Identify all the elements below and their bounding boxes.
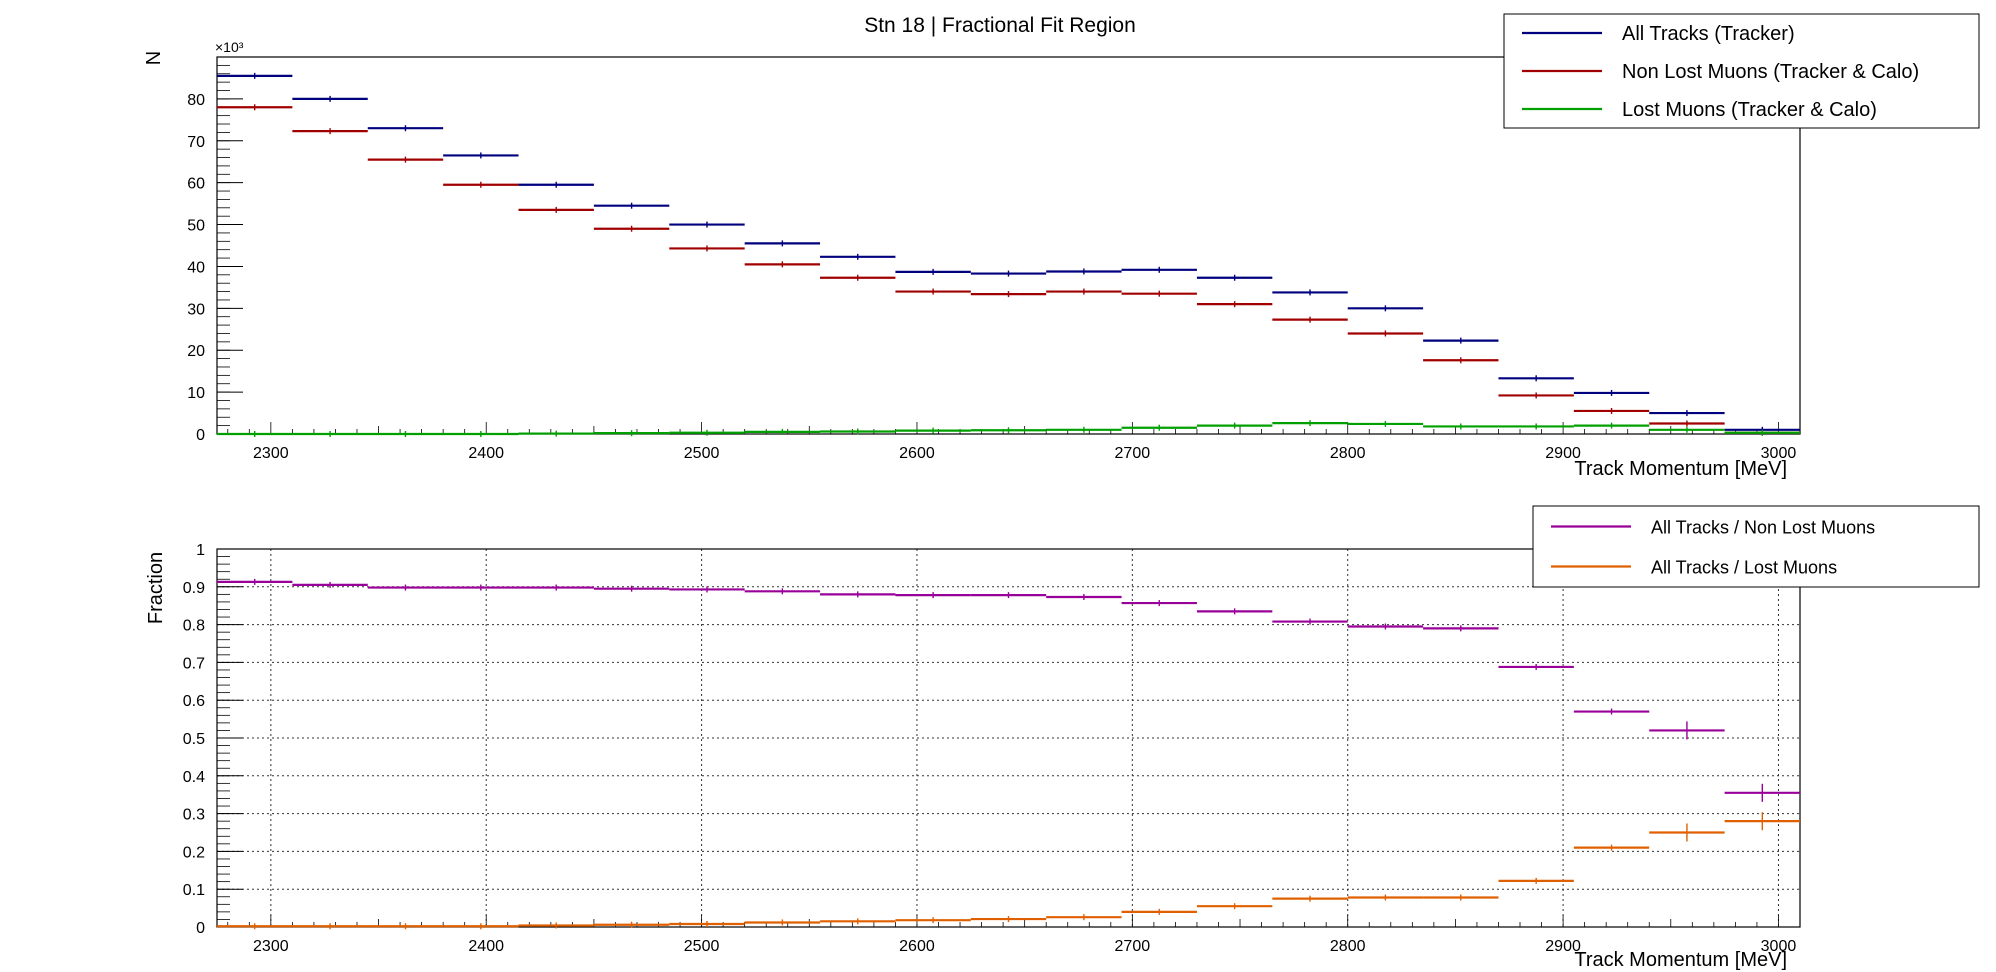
bottom-x-tick-label: 2900 xyxy=(1545,938,1581,955)
top-x-tick-label: 2400 xyxy=(468,445,504,462)
top-plot-frame xyxy=(216,56,1801,435)
bottom-y-tick-label: 0.4 xyxy=(183,769,205,786)
bottom-y-axis-label: Fraction xyxy=(145,552,167,624)
top-y-tick-label: 10 xyxy=(187,385,205,402)
bottom-series-1 xyxy=(217,812,1800,930)
top-legend-label: Lost Muons (Tracker & Calo) xyxy=(1622,99,1877,121)
top-legend-label: Non Lost Muons (Tracker & Calo) xyxy=(1622,61,1919,83)
top-x-tick-label: 3000 xyxy=(1761,445,1797,462)
bottom-legend: All Tracks / Non Lost Muons All Tracks / … xyxy=(1532,505,1980,588)
bottom-series-0 xyxy=(217,578,1800,802)
bottom-y-tick-label: 0.1 xyxy=(183,882,205,899)
bottom-plot-area: 0 0.1 0.2 0.3 0.4 0.5 0.6 0.7 0.8 0.9 1 2300 2400 250… xyxy=(183,505,1980,955)
top-series-1 xyxy=(217,104,1800,436)
bottom-x-axis-label: Track Momentum [MeV] xyxy=(1574,949,1787,971)
top-legend-label: All Tracks (Tracker) xyxy=(1622,23,1795,45)
bottom-y-tick-label: 1 xyxy=(196,542,205,559)
bottom-y-tick-label: 0.3 xyxy=(183,807,205,824)
bottom-x-tick-label: 2300 xyxy=(253,938,289,955)
bottom-x-tick-label: 2400 xyxy=(468,938,504,955)
top-y-axis-label: N xyxy=(143,51,165,65)
top-x-tick-label: 2700 xyxy=(1115,445,1151,462)
top-x-tick-label: 2500 xyxy=(684,445,720,462)
top-y-tick-label: 30 xyxy=(187,301,205,318)
bottom-y-tick-label: 0.7 xyxy=(183,655,205,672)
top-legend: All Tracks (Tracker) Non Lost Muons (Trac… xyxy=(1503,13,1980,129)
top-x-tick-label: 2600 xyxy=(899,445,935,462)
bottom-legend-box xyxy=(1532,505,1980,588)
top-y-multiplier: ×10³ xyxy=(215,39,244,55)
top-chart-title: Stn 18 | Fractional Fit Region xyxy=(864,14,1136,37)
top-y-tick-label: 20 xyxy=(187,343,205,360)
top-y-tick-label: 50 xyxy=(187,218,205,235)
top-y-tick-label: 40 xyxy=(187,259,205,276)
bottom-x-tick-label: 2500 xyxy=(684,938,720,955)
bottom-y-tick-label: 0.2 xyxy=(183,844,205,861)
bottom-y-tick-label: 0 xyxy=(196,920,205,937)
bottom-y-tick-label: 0.9 xyxy=(183,580,205,597)
bottom-x-tick-label: 2800 xyxy=(1330,938,1366,955)
top-plot-area: 0 10 20 30 40 50 60 70 80 2300 2400 2500 2600 2700 280… xyxy=(187,13,1980,462)
bottom-legend-label: All Tracks / Non Lost Muons xyxy=(1651,518,1875,538)
bottom-x-tick-label: 3000 xyxy=(1761,938,1797,955)
top-x-tick-label: 2900 xyxy=(1545,445,1581,462)
bottom-y-tick-label: 0.8 xyxy=(183,618,205,635)
bottom-x-tick-label: 2600 xyxy=(899,938,935,955)
top-y-tick-label: 70 xyxy=(187,134,205,151)
top-series-2 xyxy=(217,420,1800,437)
bottom-y-tick-label: 0.6 xyxy=(183,693,205,710)
top-y-tick-label: 60 xyxy=(187,176,205,193)
top-y-tick-label: 80 xyxy=(187,92,205,109)
top-y-tick-label: 0 xyxy=(196,427,205,444)
top-x-tick-label: 2300 xyxy=(253,445,289,462)
top-x-axis-label: Track Momentum [MeV] xyxy=(1574,458,1787,480)
bottom-y-tick-label: 0.5 xyxy=(183,731,205,748)
bottom-legend-label: All Tracks / Lost Muons xyxy=(1651,558,1837,578)
bottom-x-tick-label: 2700 xyxy=(1115,938,1151,955)
top-x-tick-label: 2800 xyxy=(1330,445,1366,462)
